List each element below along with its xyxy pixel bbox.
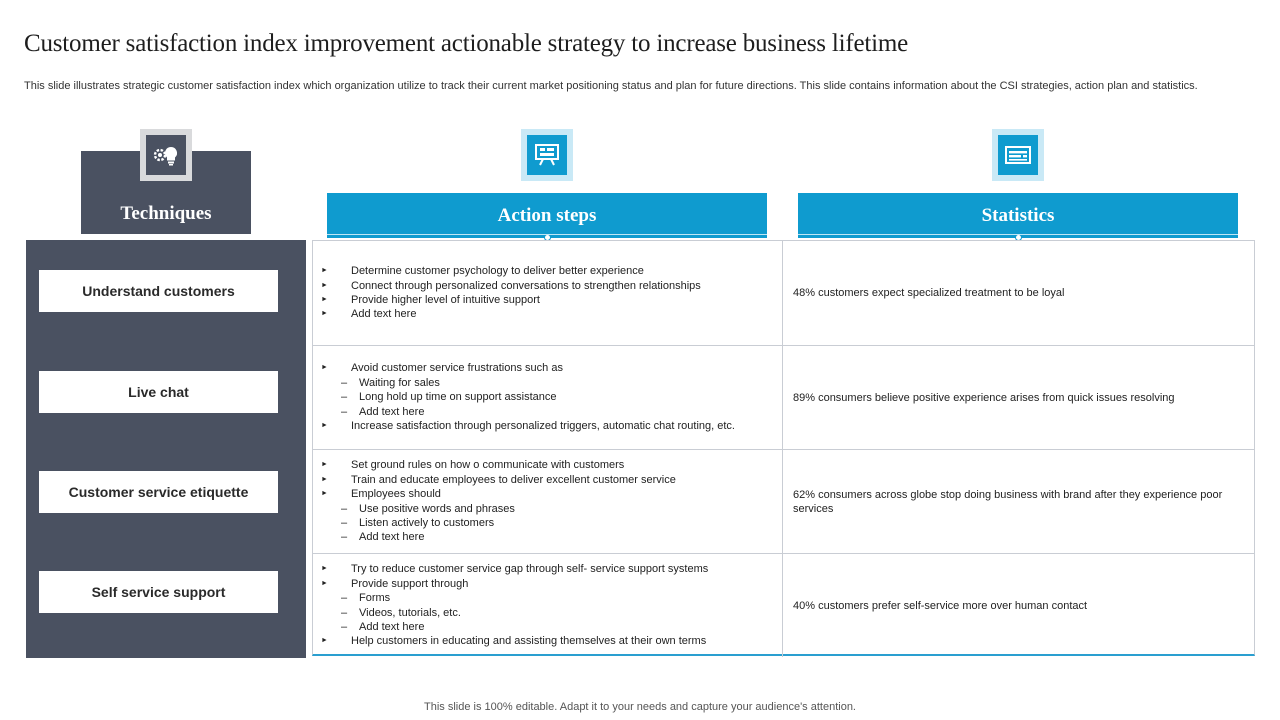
technique-item: Understand customers bbox=[39, 270, 278, 312]
table-row: ► Try to reduce customer service gap thro… bbox=[313, 553, 1254, 657]
list-item: ► Avoid customer service frustrations suc… bbox=[321, 362, 563, 375]
list-item: ► Set ground rules on how o communicate w… bbox=[321, 459, 625, 472]
sub-list-item: – Listen actively to customers bbox=[341, 516, 495, 529]
action-steps-header: Action steps bbox=[327, 193, 767, 241]
list-item: ► Employees should bbox=[321, 488, 441, 501]
action-steps-cell: ► Try to reduce customer service gap thro… bbox=[313, 554, 783, 657]
techniques-header-label: Techniques bbox=[120, 203, 212, 224]
table-row: ► Set ground rules on how o communicate w… bbox=[313, 449, 1254, 553]
technique-item: Self service support bbox=[39, 571, 278, 613]
sub-list-item: – Forms bbox=[341, 592, 391, 605]
sub-list-item: – Add text here bbox=[341, 405, 425, 418]
sub-list-item: – Use positive words and phrases bbox=[341, 502, 515, 515]
action-steps-cell: ► Determine customer psychology to delive… bbox=[313, 241, 783, 345]
list-item: ► Train and educate employees to deliver … bbox=[321, 473, 676, 486]
action-steps-header-label: Action steps bbox=[497, 204, 597, 226]
list-item: ► Add text here bbox=[321, 308, 417, 321]
action-steps-cell: ► Avoid customer service frustrations suc… bbox=[313, 346, 783, 449]
statistic-cell: 89% consumers believe positive experienc… bbox=[793, 391, 1175, 404]
statistic-cell: 40% customers prefer self-service more o… bbox=[793, 599, 1088, 612]
sub-list-item: – Waiting for sales bbox=[341, 376, 440, 389]
sub-list-item: – Add text here bbox=[341, 531, 425, 544]
list-item: ► Provide support through bbox=[321, 577, 469, 590]
list-item: ► Help customers in educating and assisti… bbox=[321, 635, 707, 648]
gear-bulb-icon bbox=[140, 129, 192, 181]
table-row: ► Avoid customer service frustrations suc… bbox=[313, 345, 1254, 449]
list-item: ► Provide higher level of intuitive suppo… bbox=[321, 294, 540, 306]
statistic-cell: 48% customers expect specialized treatme… bbox=[793, 287, 1065, 299]
page-title: Customer satisfaction index improvement … bbox=[24, 30, 909, 57]
sub-list-item: – Videos, tutorials, etc. bbox=[341, 606, 461, 619]
list-item: ► Determine customer psychology to delive… bbox=[321, 265, 644, 278]
statistics-header: Statistics bbox=[798, 193, 1238, 241]
sub-list-item: – Add text here bbox=[341, 620, 425, 633]
sub-list-item: – Long hold up time on support assistance bbox=[341, 391, 557, 404]
list-item: ► Increase satisfaction through personali… bbox=[321, 420, 735, 433]
statistics-header-label: Statistics bbox=[981, 204, 1055, 226]
strategy-table: ► Determine customer psychology to delive… bbox=[312, 240, 1255, 657]
list-item: ► Try to reduce customer service gap thro… bbox=[321, 563, 709, 576]
table-row: ► Determine customer psychology to delive… bbox=[313, 241, 1254, 345]
technique-item: Live chat bbox=[39, 371, 278, 413]
document-list-icon bbox=[992, 129, 1044, 181]
technique-item: Customer service etiquette bbox=[39, 471, 278, 513]
footer-note: This slide is 100% editable. Adapt it to… bbox=[424, 701, 856, 713]
techniques-panel: Understand customers Live chat Customer … bbox=[26, 240, 306, 658]
statistic-cell: 62% consumers across globe stop doing bu… bbox=[793, 488, 1223, 515]
list-item: ► Connect through personalized conversati… bbox=[321, 279, 701, 292]
action-steps-cell: ► Set ground rules on how o communicate w… bbox=[313, 450, 783, 553]
page-subtitle: This slide illustrates strategic custome… bbox=[24, 80, 1198, 92]
presentation-board-icon bbox=[521, 129, 573, 181]
